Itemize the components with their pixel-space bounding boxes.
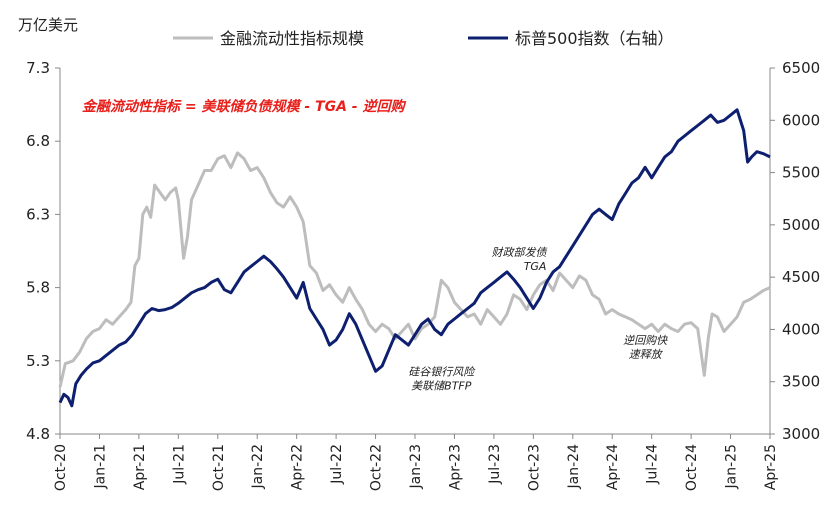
right-tick-label: 5000 xyxy=(782,216,820,234)
axes: 7.3 6.8 6.3 5.8 5.3 4.8 6500 6000 5500 5000 4500 40… xyxy=(26,59,820,491)
x-tick-label: Oct-23 xyxy=(526,444,542,491)
x-tick-label: Oct-21 xyxy=(211,444,227,491)
x-tick-label: Jan-21 xyxy=(92,444,108,489)
right-tick-label: 3000 xyxy=(782,425,820,443)
left-tick-label: 5.3 xyxy=(26,352,50,370)
annotation-text: 速释放 xyxy=(629,348,664,361)
legend-label-sp500: 标普500指数（右轴） xyxy=(515,29,674,48)
x-tick-label: Jul-24 xyxy=(645,444,661,485)
right-tick-label: 4500 xyxy=(782,268,820,286)
left-axis-unit: 万亿美元 xyxy=(18,16,78,34)
x-tick-label: Jul-22 xyxy=(329,444,345,485)
x-tick-label: Jul-23 xyxy=(487,444,503,485)
left-tick-label: 7.3 xyxy=(26,59,50,77)
x-tick-label: Apr-21 xyxy=(132,444,148,490)
left-tick-label: 6.8 xyxy=(26,132,50,150)
x-tick-label: Apr-23 xyxy=(447,444,463,490)
x-tick-label: Apr-25 xyxy=(763,444,779,490)
x-tick-label: Jul-21 xyxy=(171,444,187,485)
annotation-text: 硅谷银行风险 xyxy=(408,365,476,378)
legend-label-liquidity: 金融流动性指标规模 xyxy=(220,29,364,48)
annotation-text: 财政部发债 xyxy=(491,246,547,259)
legend: 金融流动性指标规模 标普500指数（右轴） xyxy=(173,29,674,48)
x-tick-label: Jan-25 xyxy=(724,444,740,489)
x-tick-label: Oct-20 xyxy=(53,444,69,491)
right-tick-label: 4000 xyxy=(782,320,820,338)
right-tick-label: 6500 xyxy=(782,59,820,77)
x-tick-label: Oct-22 xyxy=(369,444,385,491)
annotation-text: 逆回购快 xyxy=(623,334,668,347)
annotation-text: 美联储BTFP xyxy=(411,379,472,392)
right-tick-label: 6000 xyxy=(782,111,820,129)
formula-annotation: 金融流动性指标 = 美联储负债规模 - TGA - 逆回购 xyxy=(82,98,406,115)
x-tick-label: Jan-22 xyxy=(250,444,266,489)
annotation-text: TGA xyxy=(524,260,547,273)
x-tick-label: Oct-24 xyxy=(684,444,700,491)
x-tick-label: Apr-24 xyxy=(605,444,621,490)
series-line-liquidity xyxy=(58,151,771,388)
right-tick-label: 3500 xyxy=(782,373,820,391)
x-tick-label: Jan-23 xyxy=(408,444,424,489)
x-tick-label: Apr-22 xyxy=(290,444,306,490)
x-tick-label: Jan-24 xyxy=(566,444,582,490)
right-tick-label: 5500 xyxy=(782,164,820,182)
left-tick-label: 6.3 xyxy=(26,205,50,223)
plot-area xyxy=(58,108,771,408)
left-tick-label: 4.8 xyxy=(26,425,50,443)
series-line-sp500 xyxy=(58,108,771,408)
left-tick-label: 5.8 xyxy=(26,279,50,297)
